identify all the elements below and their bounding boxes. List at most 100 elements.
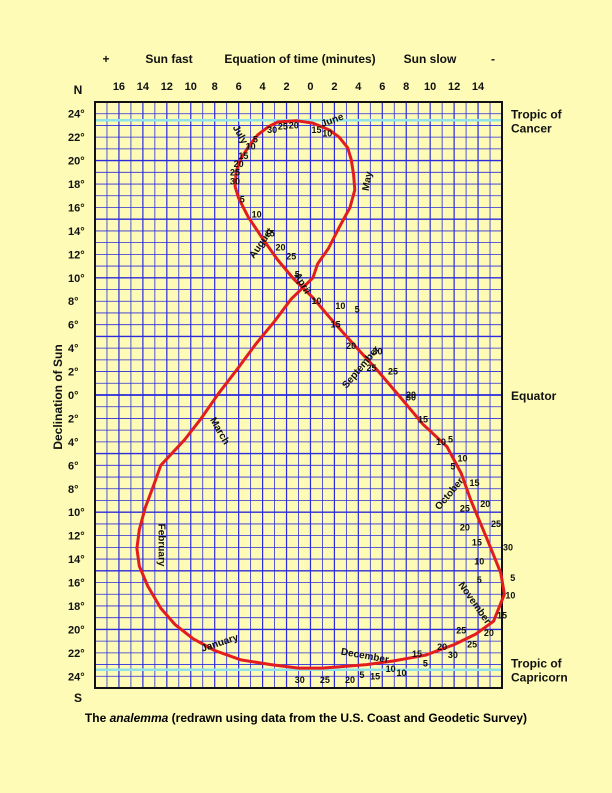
day-label: 15 (497, 610, 507, 620)
day-label: 5 (510, 573, 515, 583)
y-tick-label: 18° (68, 601, 85, 613)
day-label: 10 (396, 668, 406, 678)
day-label: 10 (474, 556, 484, 566)
top-labels: + Sun fast Equation of time (minutes) Su… (51, 52, 495, 705)
day-label: 25 (320, 675, 330, 685)
series-layer (135, 119, 506, 670)
sun-fast-label: Sun fast (145, 52, 192, 66)
day-label: 10 (436, 437, 446, 447)
day-label: 5 (355, 304, 360, 314)
x-tick-label: 10 (424, 81, 436, 93)
day-label: 20 (234, 159, 244, 169)
analemma-curve (135, 119, 506, 670)
y-tick-label: 22° (68, 132, 85, 144)
day-label: 20 (276, 242, 286, 252)
reference-label-capricorn-line2: Capricorn (511, 671, 568, 685)
day-label: 20 (406, 390, 416, 400)
x-tick-label: 10 (185, 81, 197, 93)
day-label: 30 (230, 177, 240, 187)
sun-slow-label: Sun slow (404, 52, 457, 66)
day-label: 30 (267, 125, 277, 135)
day-label: 30 (503, 542, 513, 552)
y-tick-label: 2° (68, 367, 79, 379)
day-label: 25 (388, 367, 398, 377)
day-label: 25 (456, 626, 466, 636)
x-tick-label: 14 (472, 81, 485, 93)
y-tick-label: 10° (68, 507, 85, 519)
x-tick-label: 4 (260, 81, 267, 93)
day-label: 20 (289, 120, 299, 130)
y-axis-title: Declination of Sun (51, 344, 65, 449)
y-tick-label: 22° (68, 648, 85, 660)
day-label: 10 (505, 590, 515, 600)
y-tick-label: 14° (68, 226, 85, 238)
day-label: 10 (457, 453, 467, 463)
reference-label-cancer: Tropic of Cancer (511, 107, 563, 135)
day-label: 30 (406, 392, 416, 402)
x-tick-label: 12 (161, 81, 173, 93)
day-label: 25 (286, 252, 296, 262)
y-tick-label: 2° (68, 413, 79, 425)
y-tick-label: 16° (68, 202, 85, 214)
caption-pre: The (84, 711, 107, 725)
y-tick-label: 12° (68, 531, 85, 543)
day-label: 5 (253, 135, 258, 145)
north-label: N (74, 83, 83, 97)
day-label: 5 (295, 269, 300, 279)
day-label: 25 (230, 167, 240, 177)
day-label: 25 (460, 504, 470, 514)
day-label: 10 (252, 210, 262, 220)
y-tick-label: 4° (68, 437, 79, 449)
y-tick-label: 24° (68, 671, 85, 683)
y-tick-label: 6° (68, 460, 79, 472)
sun-fast-sign: + (102, 52, 109, 66)
x-tick-label: 6 (379, 81, 385, 93)
day-label: 5 (240, 194, 245, 204)
y-tick-label: 20° (68, 624, 85, 636)
x-tick-label: 16 (113, 81, 125, 93)
plot-frame (94, 101, 503, 689)
day-label: 5 (448, 435, 453, 445)
day-label: 25 (367, 363, 377, 373)
x-tick-label: 2 (331, 81, 337, 93)
day-label: 5 (423, 658, 428, 668)
x-tick-label: 14 (137, 81, 150, 93)
y-tick-label: 12° (68, 249, 85, 261)
y-tick-label: 0° (68, 390, 79, 402)
y-tick-label: 4° (68, 343, 79, 355)
y-tick-label: 24° (68, 109, 85, 121)
day-label: 15 (412, 649, 422, 659)
reference-label-capricorn-line1: Tropic of (511, 657, 563, 671)
reference-label-cancer-line1: Tropic of (511, 107, 563, 121)
y-tick-label: 10° (68, 273, 85, 285)
y-tick-label: 16° (68, 578, 85, 590)
day-label: 15 (265, 228, 275, 238)
day-label: 15 (472, 538, 482, 548)
day-label: 5 (450, 461, 455, 471)
day-label: 30 (448, 650, 458, 660)
day-label: 20 (437, 642, 447, 652)
day-label: 5 (359, 670, 364, 680)
day-label: 15 (238, 151, 248, 161)
reference-label-equator: Equator (511, 389, 557, 403)
day-label: 20 (484, 628, 494, 638)
day-label: 20 (346, 341, 356, 351)
day-label: 10 (246, 142, 256, 152)
day-label: 15 (469, 478, 479, 488)
reference-label-capricorn: Tropic of Capricorn (511, 657, 568, 685)
x-tick-label: 0 (307, 81, 313, 93)
day-label: 30 (295, 675, 305, 685)
x-tick-label: 8 (403, 81, 409, 93)
x-tick-label: 8 (212, 81, 218, 93)
y-tick-label: 6° (68, 320, 79, 332)
day-label: 30 (372, 347, 382, 357)
sun-slow-sign: - (491, 52, 495, 66)
day-label: 10 (335, 301, 345, 311)
day-label: 5 (477, 575, 482, 585)
y-tick-label: 8° (68, 296, 79, 308)
day-label: 20 (345, 675, 355, 685)
y-tick-label: 18° (68, 179, 85, 191)
caption: The analemma (redrawn using data from th… (0, 711, 612, 725)
